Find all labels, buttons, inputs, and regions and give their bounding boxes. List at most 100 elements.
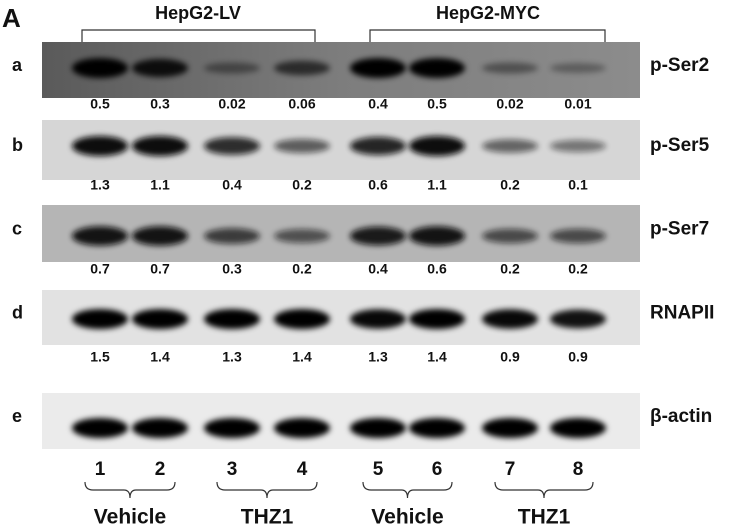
band [204, 137, 260, 155]
quant-label: 0.4 [222, 177, 242, 193]
quant-label: 1.5 [90, 349, 110, 365]
band [274, 309, 330, 329]
treatment-bracket [216, 481, 318, 499]
band [350, 309, 406, 329]
band [550, 309, 606, 329]
treatment-bracket [84, 481, 176, 499]
blot-strip [42, 290, 640, 345]
band [550, 418, 606, 438]
quant-label: 0.3 [222, 261, 242, 277]
band [550, 228, 606, 244]
lane-number: 4 [297, 459, 308, 480]
band [482, 309, 538, 329]
treatment-bracket [362, 481, 453, 499]
group-label: HepG2-LV [155, 3, 241, 23]
lane-number: 8 [573, 459, 584, 480]
treatment-label: Vehicle [94, 506, 166, 529]
band [409, 58, 465, 78]
quant-label: 0.5 [427, 96, 447, 112]
lane-number: 3 [227, 459, 238, 480]
band [72, 136, 128, 156]
row-letter: e [12, 406, 22, 426]
band [204, 418, 260, 438]
band [204, 62, 260, 74]
treatment-bracket [494, 481, 594, 499]
quant-label: 0.2 [292, 177, 312, 193]
quant-label: 1.3 [222, 349, 242, 365]
quant-label: 0.02 [496, 96, 523, 112]
lane-number: 5 [373, 459, 384, 480]
quant-label: 1.3 [368, 349, 388, 365]
band [132, 418, 188, 438]
band [350, 418, 406, 438]
band [274, 418, 330, 438]
lane-number: 2 [155, 459, 166, 480]
quant-label: 1.1 [427, 177, 447, 193]
band [274, 60, 330, 76]
quant-label: 1.4 [150, 349, 170, 365]
band [72, 418, 128, 438]
band [409, 309, 465, 329]
blot-strip [42, 120, 640, 180]
quant-label: 0.02 [218, 96, 245, 112]
protein-label: β-actin [650, 406, 712, 427]
blot-strip [42, 205, 640, 262]
quant-label: 0.1 [568, 177, 588, 193]
quant-label: 0.01 [564, 96, 591, 112]
quant-label: 0.6 [427, 261, 447, 277]
band [72, 309, 128, 329]
protein-label: p-Ser2 [650, 55, 709, 76]
panel-label: A [2, 3, 21, 33]
quant-label: 1.3 [90, 177, 110, 193]
quant-label: 0.7 [150, 261, 170, 277]
band [204, 309, 260, 329]
band [550, 139, 606, 153]
lane-number: 1 [95, 459, 106, 480]
band [350, 58, 406, 78]
band [482, 139, 538, 153]
band [132, 309, 188, 329]
group-bracket [369, 29, 606, 42]
group-bracket [81, 29, 316, 42]
protein-label: p-Ser5 [650, 135, 710, 156]
band [409, 226, 465, 246]
treatment-label: THZ1 [241, 506, 294, 529]
row-letter: d [12, 302, 23, 322]
band [274, 229, 330, 243]
treatment-label: THZ1 [518, 506, 571, 529]
band [72, 58, 128, 78]
quant-label: 0.2 [292, 261, 312, 277]
row-letter: b [12, 135, 23, 155]
band [132, 136, 188, 156]
quant-label: 0.4 [368, 261, 388, 277]
band [482, 418, 538, 438]
band [409, 418, 465, 438]
band [204, 228, 260, 244]
quant-label: 0.06 [288, 96, 315, 112]
band [482, 228, 538, 244]
quant-label: 0.5 [90, 96, 110, 112]
quant-label: 0.3 [150, 96, 170, 112]
group-label: HepG2-MYC [436, 3, 540, 23]
band [550, 63, 606, 73]
band [409, 136, 465, 156]
band [350, 226, 406, 246]
protein-label: p-Ser7 [650, 219, 709, 240]
band [132, 58, 188, 78]
quant-label: 0.2 [500, 261, 520, 277]
quant-label: 0.4 [368, 96, 388, 112]
quant-label: 1.4 [292, 349, 312, 365]
quant-label: 1.1 [150, 177, 170, 193]
treatment-label: Vehicle [371, 506, 443, 529]
quant-label: 0.6 [368, 177, 388, 193]
quant-label: 1.4 [427, 349, 447, 365]
lane-number: 7 [505, 459, 516, 480]
quant-label: 0.9 [500, 349, 520, 365]
band [482, 62, 538, 74]
band [132, 226, 188, 246]
band [72, 226, 128, 246]
protein-label: RNAPII [650, 303, 714, 324]
quant-label: 0.2 [500, 177, 520, 193]
blot-strip [42, 42, 640, 98]
